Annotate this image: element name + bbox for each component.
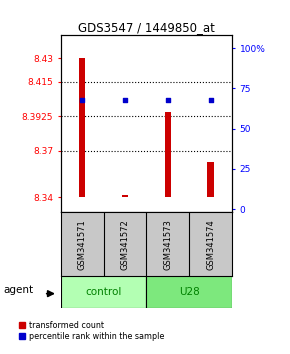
Point bbox=[80, 97, 85, 103]
Text: GSM341574: GSM341574 bbox=[206, 219, 215, 270]
Point bbox=[123, 97, 127, 103]
Bar bbox=[165, 112, 171, 197]
Point bbox=[166, 97, 170, 103]
Title: GDS3547 / 1449850_at: GDS3547 / 1449850_at bbox=[78, 21, 215, 34]
Bar bbox=[61, 276, 146, 308]
Text: GSM341571: GSM341571 bbox=[78, 219, 87, 270]
Bar bbox=[207, 162, 214, 197]
Text: control: control bbox=[86, 287, 122, 297]
Point bbox=[208, 97, 213, 103]
Bar bbox=[146, 276, 232, 308]
Text: U28: U28 bbox=[179, 287, 200, 297]
Bar bbox=[122, 195, 128, 197]
Bar bbox=[79, 58, 86, 197]
Text: GSM341573: GSM341573 bbox=[163, 219, 172, 270]
Text: GSM341572: GSM341572 bbox=[121, 219, 130, 270]
Text: agent: agent bbox=[3, 285, 33, 296]
Legend: transformed count, percentile rank within the sample: transformed count, percentile rank withi… bbox=[19, 321, 164, 341]
